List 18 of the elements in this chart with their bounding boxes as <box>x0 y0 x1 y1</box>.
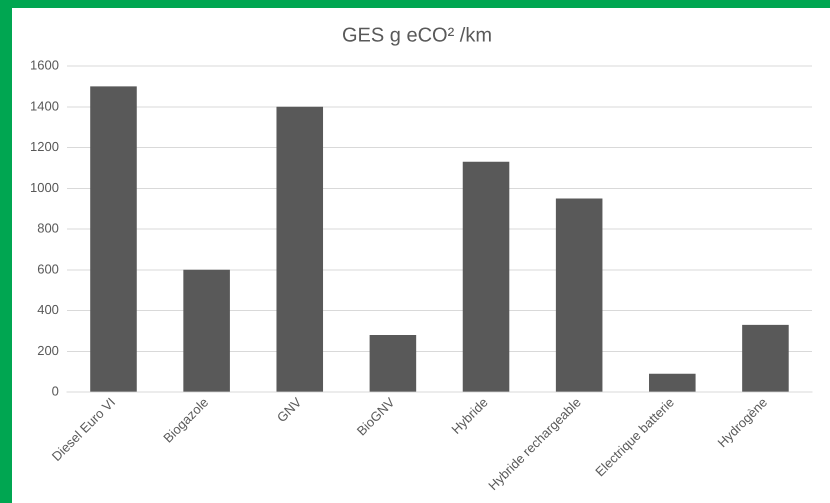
y-tick-label: 1000 <box>30 180 59 195</box>
y-tick-label: 200 <box>37 342 59 358</box>
y-tick-label: 1200 <box>30 139 59 154</box>
bar <box>462 162 510 392</box>
chart-title: GES g eCO² /km <box>342 24 492 47</box>
bar <box>556 198 602 392</box>
bar <box>90 86 137 392</box>
bar <box>370 335 416 392</box>
y-tick-label: 800 <box>37 220 59 236</box>
bar <box>742 324 789 392</box>
bar <box>276 106 324 392</box>
y-tick-label: 1600 <box>30 58 59 73</box>
y-tick-label: 400 <box>37 302 59 318</box>
y-tick-label: 0 <box>52 384 59 399</box>
y-tick-label: 600 <box>37 261 59 276</box>
bar <box>649 374 696 392</box>
bar <box>183 270 230 392</box>
y-tick-label: 1400 <box>30 98 59 114</box>
